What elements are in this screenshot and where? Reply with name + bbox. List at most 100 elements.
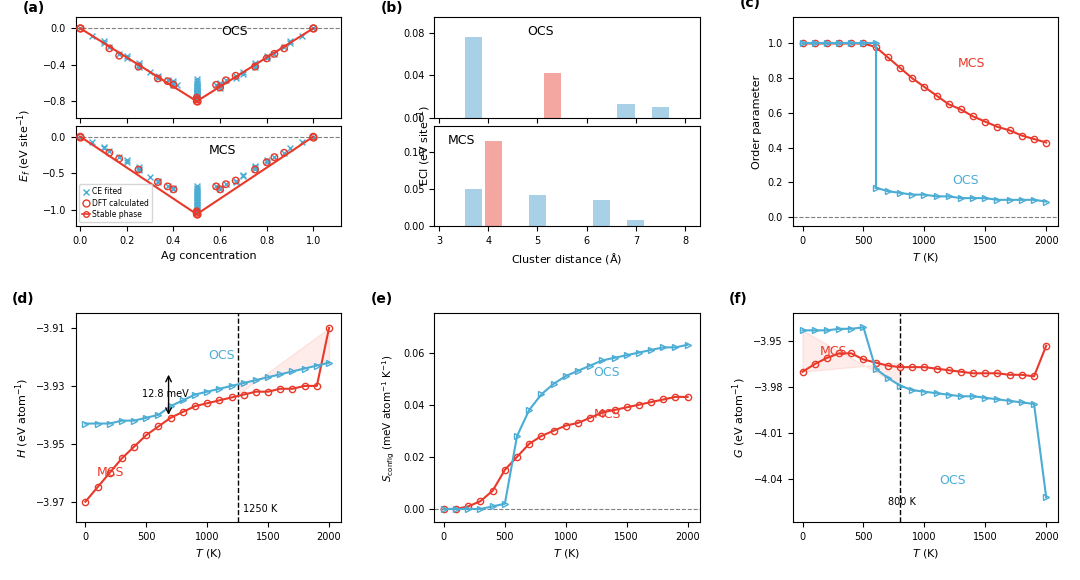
Text: 1250 K: 1250 K	[243, 503, 278, 513]
Point	[305, 24, 322, 33]
Point	[207, 80, 225, 89]
Text: OCS: OCS	[221, 26, 248, 38]
Point	[212, 184, 229, 194]
Point	[246, 62, 264, 71]
Text: OCS: OCS	[939, 474, 966, 487]
Point	[130, 62, 147, 71]
Point	[71, 24, 89, 33]
Point	[234, 170, 252, 179]
Bar	[529, 195, 546, 226]
Point	[188, 202, 205, 212]
Point	[188, 88, 205, 97]
Point	[188, 206, 205, 216]
Point	[188, 184, 205, 194]
Bar	[593, 200, 610, 226]
Point	[188, 194, 205, 203]
Point	[159, 75, 176, 85]
Point	[227, 71, 244, 81]
Point	[71, 132, 89, 142]
Point	[149, 73, 166, 82]
X-axis label: $T$ (K): $T$ (K)	[194, 548, 222, 560]
Point	[159, 182, 176, 191]
Point	[188, 182, 205, 191]
Point	[95, 38, 112, 48]
Point	[188, 187, 205, 197]
Point	[227, 176, 244, 185]
Point	[110, 49, 127, 59]
Point	[234, 67, 252, 77]
Point	[149, 74, 166, 83]
Point	[118, 51, 135, 60]
Text: MCS: MCS	[97, 466, 124, 479]
Point	[188, 81, 205, 90]
Point	[258, 54, 275, 63]
Point	[188, 88, 205, 97]
Point	[100, 42, 118, 51]
Point	[188, 89, 205, 99]
Text: (c): (c)	[740, 0, 760, 10]
Point	[130, 165, 147, 174]
Text: $E_f$ (eV site$^{-1}$): $E_f$ (eV site$^{-1}$)	[16, 108, 35, 182]
Point	[188, 89, 205, 99]
Point	[149, 177, 166, 187]
Point	[168, 80, 186, 89]
Point	[275, 42, 293, 51]
Text: (f): (f)	[729, 292, 747, 306]
Point	[258, 155, 275, 165]
Point	[159, 77, 176, 86]
Point	[227, 73, 244, 82]
Point	[188, 83, 205, 92]
Point	[188, 88, 205, 97]
Point	[217, 75, 234, 85]
Point	[227, 177, 244, 187]
Point	[188, 90, 205, 100]
Point	[207, 80, 225, 89]
Point	[100, 147, 118, 156]
Point	[188, 84, 205, 93]
Point	[246, 163, 264, 172]
Point	[212, 78, 229, 88]
Point	[165, 80, 183, 89]
Point	[149, 176, 166, 185]
Point	[188, 97, 205, 106]
Point	[188, 189, 205, 198]
Point	[217, 180, 234, 189]
Point	[165, 184, 183, 194]
Point	[71, 24, 89, 33]
Point	[188, 78, 205, 88]
Point	[207, 182, 225, 191]
Point	[100, 148, 118, 157]
Bar	[485, 140, 502, 226]
Bar	[543, 73, 561, 118]
Point	[188, 197, 205, 206]
Y-axis label: $S_\mathrm{config}$ (meV atom$^{-1}$ K$^{-1}$): $S_\mathrm{config}$ (meV atom$^{-1}$ K$^…	[381, 354, 397, 481]
Point	[227, 176, 244, 185]
Text: MCS: MCS	[820, 345, 847, 358]
X-axis label: $T$ (K): $T$ (K)	[912, 548, 940, 560]
Point	[188, 205, 205, 215]
Point	[217, 75, 234, 85]
Point	[234, 69, 252, 78]
Point	[275, 148, 293, 157]
Point	[188, 204, 205, 213]
Point	[246, 164, 264, 173]
Point	[188, 91, 205, 100]
Point	[130, 163, 147, 172]
Point	[188, 200, 205, 209]
Point	[246, 161, 264, 171]
Legend: CE fited, DFT calculated, Stable phase: CE fited, DFT calculated, Stable phase	[80, 184, 152, 222]
Point	[130, 164, 147, 173]
Point	[188, 206, 205, 216]
Point	[246, 165, 264, 174]
Point	[275, 44, 293, 53]
Point	[118, 158, 135, 167]
Point	[212, 80, 229, 89]
Y-axis label: Order parameter: Order parameter	[752, 75, 762, 169]
Point	[258, 158, 275, 167]
Point	[246, 59, 264, 68]
Point	[188, 93, 205, 102]
Point	[188, 195, 205, 204]
Point	[305, 132, 322, 142]
Point	[275, 148, 293, 157]
Point	[188, 75, 205, 84]
